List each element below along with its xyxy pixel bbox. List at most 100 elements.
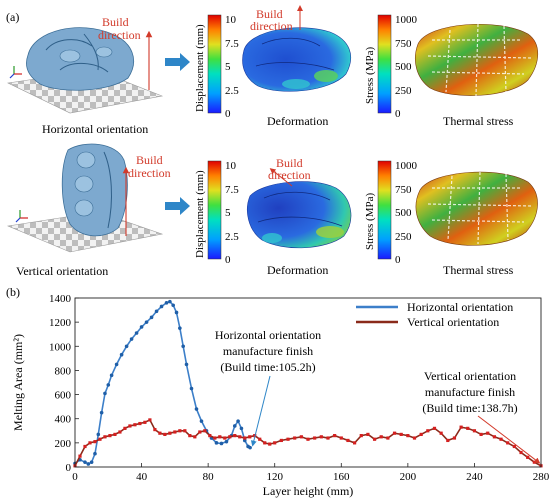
build-direction-label-8: direction xyxy=(268,168,311,182)
data-point-vertical xyxy=(98,437,102,441)
deformation-caption-1: Deformation xyxy=(267,114,328,128)
horizontal-thermal-stress-image xyxy=(415,23,539,97)
data-point-horizontal xyxy=(164,301,169,305)
data-point-horizontal xyxy=(159,304,164,309)
y-tick-label: 1400 xyxy=(49,293,72,305)
annotation-h-line-3: (Build time:105.2h) xyxy=(220,360,315,374)
annotation-h-arrow xyxy=(250,375,271,447)
data-point-vertical xyxy=(532,460,536,464)
data-point-horizontal xyxy=(99,410,104,415)
axis-triad-icon xyxy=(9,66,22,79)
data-point-vertical xyxy=(366,432,370,437)
build-direction-label-2: direction xyxy=(98,28,141,42)
disp-tick-2-5: 2.5 xyxy=(225,85,239,97)
data-point-horizontal xyxy=(184,362,189,367)
displacement-bar-label-1: Displacement (mm) xyxy=(194,24,206,112)
build-direction-label-4: direction xyxy=(250,19,293,33)
stress-tick-0: 0 xyxy=(395,108,401,120)
displacement-bar-label-2: Displacement (mm) xyxy=(194,170,206,258)
disp-tick-2-5: 2.5 xyxy=(225,231,239,243)
arrow-icon xyxy=(165,197,190,215)
panel-a-label: (a) xyxy=(6,10,19,24)
data-point-vertical xyxy=(128,424,132,428)
vertical-part-illustration xyxy=(6,143,164,253)
x-axis-label: Layer height (mm) xyxy=(263,484,354,498)
data-point-vertical xyxy=(148,418,152,422)
data-point-vertical xyxy=(213,436,217,440)
data-point-vertical xyxy=(339,436,343,440)
data-point-vertical xyxy=(133,423,137,427)
displacement-colorbar-2 xyxy=(207,160,222,260)
data-point-vertical xyxy=(273,441,277,445)
stress-bar-label-1: Stress (MPa) xyxy=(364,47,376,104)
data-point-vertical xyxy=(299,435,303,439)
data-point-horizontal xyxy=(178,326,182,330)
data-point-vertical xyxy=(313,436,317,440)
data-point-vertical xyxy=(392,431,397,435)
data-point-horizontal xyxy=(171,303,175,308)
annotation-v-line-3: (Build time:138.7h) xyxy=(422,401,517,415)
data-point-vertical xyxy=(228,435,232,439)
disp-tick-10: 10 xyxy=(225,160,237,172)
annotation-horizontal-finish: Horizontal orientation manufacture finis… xyxy=(215,328,321,447)
plot-frame xyxy=(74,297,542,468)
data-point-horizontal xyxy=(89,460,94,464)
data-point-vertical xyxy=(243,436,247,440)
data-point-horizontal xyxy=(189,386,194,391)
build-direction-label-3: Build xyxy=(256,7,283,21)
build-direction-label-5: Build xyxy=(136,153,163,167)
y-tick-label: 600 xyxy=(55,390,72,402)
data-point-vertical xyxy=(279,438,283,443)
stress-tick-1000: 1000 xyxy=(395,160,418,172)
annotation-h-line-1: Horizontal orientation xyxy=(215,328,321,342)
data-point-vertical xyxy=(472,429,477,433)
data-point-horizontal xyxy=(129,337,134,341)
horizontal-deformation-image xyxy=(242,5,351,92)
thermal-caption-2: Thermal stress xyxy=(443,263,514,277)
data-point-vertical xyxy=(412,436,417,440)
data-point-vertical xyxy=(103,435,107,439)
data-point-vertical xyxy=(178,429,182,433)
data-point-vertical xyxy=(326,436,330,440)
y-tick-label: 0 xyxy=(66,462,72,474)
disp-tick-10: 10 xyxy=(225,14,237,26)
data-point-horizontal xyxy=(119,352,124,357)
data-point-vertical xyxy=(492,435,496,439)
x-tick-label: 280 xyxy=(533,471,550,483)
x-tick-label: 160 xyxy=(333,471,350,483)
vertical-deformation-image xyxy=(247,168,352,249)
data-point-vertical xyxy=(432,426,437,430)
data-point-vertical xyxy=(263,441,267,445)
data-point-horizontal xyxy=(219,441,224,446)
data-point-vertical xyxy=(88,441,92,445)
build-direction-label-1: Build xyxy=(102,15,129,29)
data-point-horizontal xyxy=(168,299,172,304)
build-direction-label-7: Build xyxy=(276,156,303,170)
data-point-vertical xyxy=(439,431,443,435)
data-point-vertical xyxy=(419,432,423,437)
data-point-horizontal xyxy=(103,391,107,396)
data-point-vertical xyxy=(198,430,202,434)
horizontal-part-illustration xyxy=(6,27,164,114)
data-point-horizontal xyxy=(86,462,91,466)
legend-label-vertical: Vertical orientation xyxy=(407,315,499,329)
melting-area-chart: 0 200 400 600 800 1000 1200 1400 0 40 80 120 160 200… xyxy=(11,293,550,498)
data-point-horizontal xyxy=(114,362,119,367)
data-point-vertical xyxy=(406,434,410,438)
data-point-vertical xyxy=(138,421,142,426)
stress-bar-label-2: Stress (MPa) xyxy=(364,193,376,250)
series-line-vertical xyxy=(74,418,542,467)
data-point-vertical xyxy=(188,434,192,438)
y-axis-label: Melting Area (mm²) xyxy=(11,334,25,431)
stress-tick-750: 750 xyxy=(395,184,412,196)
x-tick-label: 200 xyxy=(400,471,417,483)
data-point-horizontal xyxy=(154,309,159,314)
legend: Horizontal orientation Vertical orientat… xyxy=(356,300,513,329)
data-point-vertical xyxy=(333,434,337,438)
x-tick-label: 80 xyxy=(203,471,215,483)
disp-tick-7-5: 7.5 xyxy=(225,38,239,50)
data-point-vertical xyxy=(163,432,167,437)
data-point-horizontal xyxy=(134,331,139,335)
stress-tick-250: 250 xyxy=(395,231,412,243)
annotation-h-line-2: manufacture finish xyxy=(223,344,313,358)
